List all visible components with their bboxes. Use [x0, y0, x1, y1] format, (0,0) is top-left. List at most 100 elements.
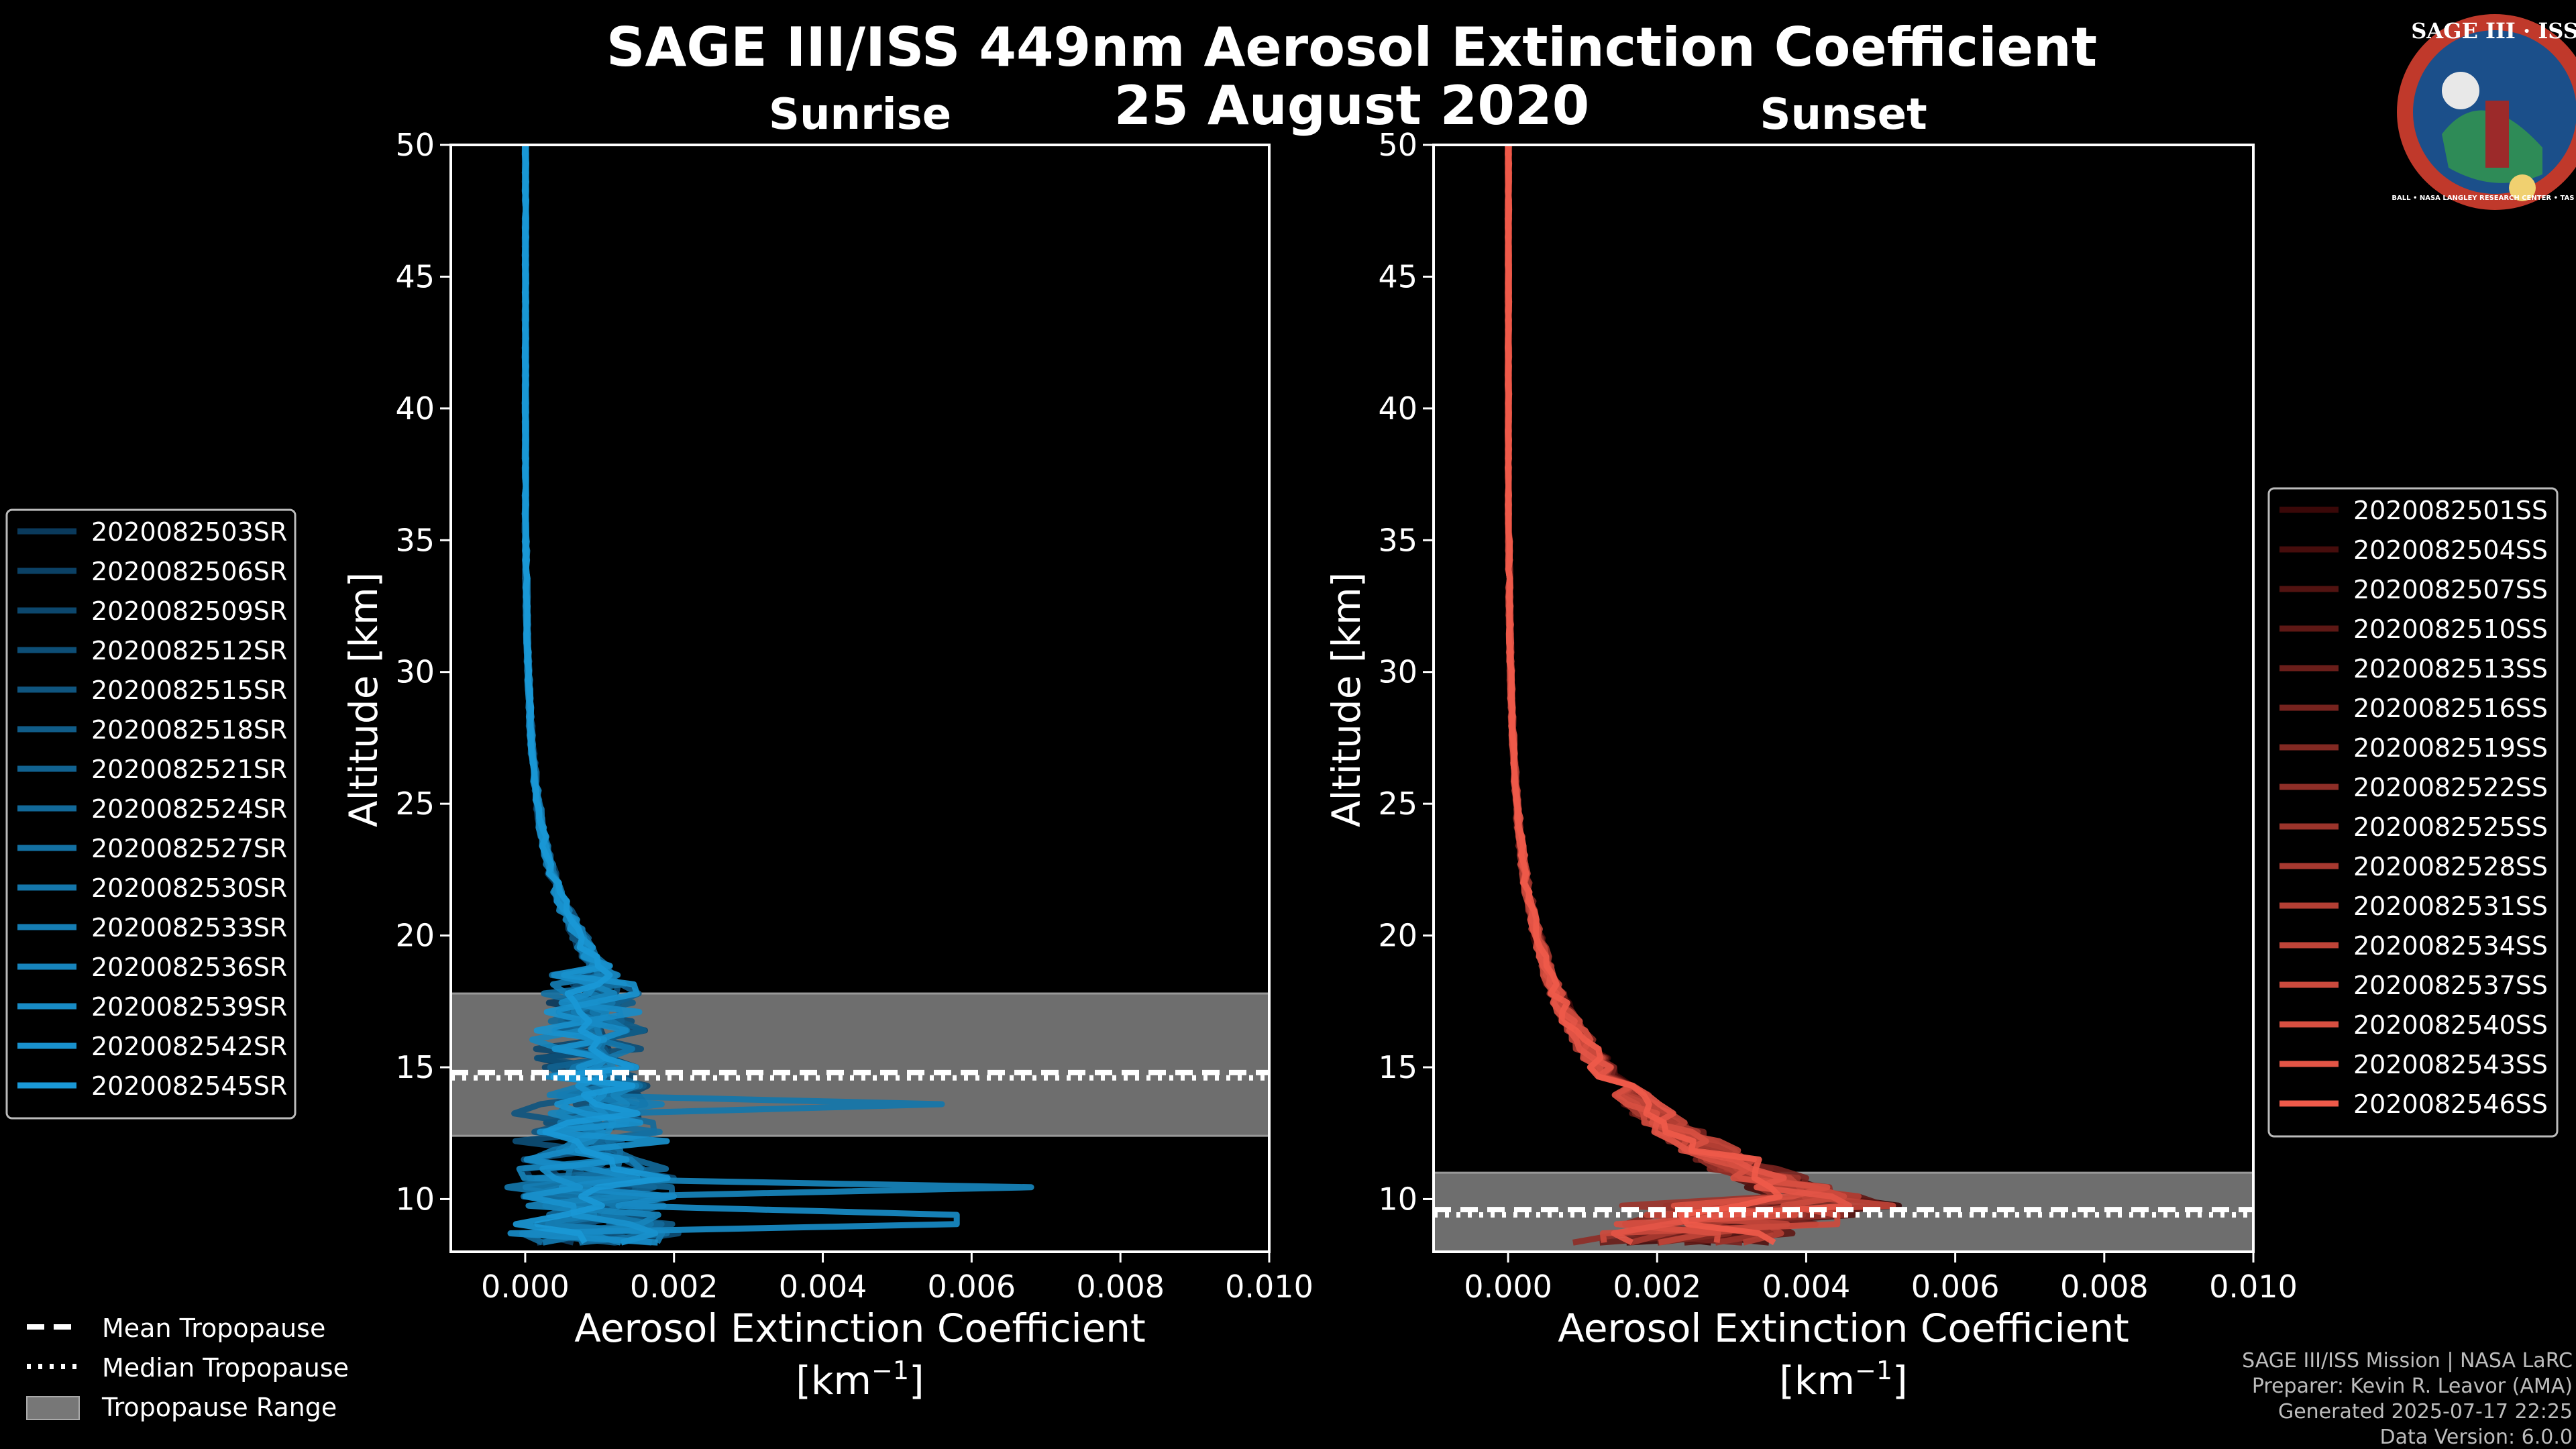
sunset-ytick-label: 40	[1378, 390, 1417, 427]
logo-moon	[2442, 72, 2479, 109]
sunset-ytick-label: 10	[1378, 1181, 1417, 1217]
sunrise-legend-box	[5, 508, 297, 1120]
legend-label-2020082530SR: 2020082530SR	[91, 873, 287, 903]
sunset-xtick-label: 0.010	[2209, 1269, 2298, 1305]
sunrise-xunit-base: [km	[796, 1358, 871, 1403]
tropopause-range-label: Tropopause Range	[101, 1393, 337, 1422]
sunset-ytick-label: 45	[1378, 258, 1417, 294]
legend-label-2020082545SR: 2020082545SR	[91, 1071, 287, 1101]
sunrise-ytick-label: 35	[395, 522, 435, 558]
sunset-plot-area	[1434, 145, 2253, 1252]
legend-label-2020082501SS: 2020082501SS	[2353, 496, 2548, 525]
legend-label-2020082516SS: 2020082516SS	[2353, 694, 2548, 723]
sunset-xtick-label: 0.004	[1762, 1269, 1851, 1305]
sunset-subtitle: Sunset	[1760, 90, 1927, 140]
sunrise-xtick-label: 0.000	[481, 1269, 570, 1305]
logo-ring-text: BALL • NASA LANGLEY RESEARCH CENTER • TA…	[2392, 195, 2576, 202]
sunset-xunit-close: ]	[1892, 1358, 1908, 1403]
sunset-panel: Sunset 0.000 0.002 0.004 0.006 0.008 0.010 10 15…	[1324, 90, 2559, 1403]
sunrise-ylabel: Altitude [km]	[341, 572, 386, 827]
legend-label-2020082510SS: 2020082510SS	[2353, 614, 2548, 644]
credit-line-3: Generated 2025-07-17 22:25	[2278, 1400, 2573, 1424]
legend-label-2020082540SS: 2020082540SS	[2353, 1010, 2548, 1040]
legend-label-2020082524SR: 2020082524SR	[91, 794, 287, 824]
sunrise-subtitle: Sunrise	[769, 90, 951, 140]
sunrise-ytick-label: 45	[395, 258, 435, 294]
figure-title: SAGE III/ISS 449nm Aerosol Extinction Co…	[606, 16, 2097, 78]
legend-label-2020082513SS: 2020082513SS	[2353, 654, 2548, 684]
credit-line-2: Preparer: Kevin R. Leavor (AMA)	[2252, 1375, 2573, 1398]
legend-label-2020082509SR: 2020082509SR	[91, 596, 287, 626]
sage-logo: SAGE III · ISS BALL • NASA LANGLEY RESEA…	[2392, 14, 2576, 210]
tropopause-legend: Mean Tropopause Median Tropopause Tropop…	[26, 1313, 349, 1422]
sunrise-xtick-label: 0.008	[1076, 1269, 1165, 1305]
sunset-ytick-label: 25	[1378, 786, 1417, 822]
legend-label-2020082531SS: 2020082531SS	[2353, 892, 2548, 921]
sunrise-ytick-label: 40	[395, 390, 435, 427]
sunset-ytick-label: 20	[1378, 918, 1417, 954]
legend-label-2020082543SS: 2020082543SS	[2353, 1050, 2548, 1079]
sunrise-xtick-label: 0.002	[630, 1269, 718, 1305]
tropopause-range-swatch	[26, 1396, 80, 1420]
legend-label-2020082521SR: 2020082521SR	[91, 755, 287, 784]
sunset-xunit-exp: −1	[1855, 1356, 1892, 1385]
legend-label-2020082503SR: 2020082503SR	[91, 517, 287, 547]
figure-date: 25 August 2020	[1114, 74, 1590, 137]
legend-label-2020082527SR: 2020082527SR	[91, 834, 287, 863]
profile-line-2020082545SR	[513, 145, 671, 1244]
legend-label-2020082539SR: 2020082539SR	[91, 992, 287, 1022]
sunset-ylabel: Altitude [km]	[1324, 572, 1369, 827]
sunset-xlabel: Aerosol Extinction Coefficient	[1558, 1305, 2129, 1351]
sunset-xtick-label: 0.008	[2060, 1269, 2149, 1305]
legend-label-2020082522SS: 2020082522SS	[2353, 773, 2548, 802]
legend-label-2020082507SS: 2020082507SS	[2353, 575, 2548, 604]
sunset-xtick-label: 0.006	[1911, 1269, 2000, 1305]
median-tropopause-label: Median Tropopause	[102, 1353, 349, 1383]
sunset-xtick-label: 0.002	[1613, 1269, 1701, 1305]
legend-label-2020082528SS: 2020082528SS	[2353, 852, 2548, 881]
sunset-xunit-base: [km	[1779, 1358, 1855, 1403]
sunrise-ytick-label: 30	[395, 654, 435, 690]
sunrise-ytick-label: 15	[395, 1049, 435, 1085]
mean-tropopause-label: Mean Tropopause	[102, 1313, 325, 1343]
sunrise-panel: Sunrise 0.000 0.002 0.004 0.006 0.008 0.010 10 1…	[5, 90, 1313, 1403]
sunrise-xtick-label: 0.004	[779, 1269, 867, 1305]
legend-label-2020082546SS: 2020082546SS	[2353, 1089, 2548, 1119]
sunset-ytick-label: 35	[1378, 522, 1417, 558]
logo-title: SAGE III · ISS	[2411, 18, 2576, 44]
logo-figure	[2485, 101, 2509, 168]
sunrise-xtick-label: 0.006	[928, 1269, 1016, 1305]
sunrise-xunit-exp: −1	[871, 1356, 909, 1385]
sunset-legend: 2020082501SS 2020082504SS 2020082507SS 2020…	[2267, 487, 2559, 1138]
legend-label-2020082534SS: 2020082534SS	[2353, 931, 2548, 961]
legend-label-2020082515SR: 2020082515SR	[91, 676, 287, 705]
sunrise-plot-area	[451, 145, 1269, 1246]
legend-label-2020082542SR: 2020082542SR	[91, 1032, 287, 1061]
legend-label-2020082537SS: 2020082537SS	[2353, 971, 2548, 1000]
sunset-plot-frame	[1432, 144, 2255, 1253]
sunrise-ytick-label: 50	[395, 127, 435, 163]
sunrise-xtick-label: 0.010	[1225, 1269, 1313, 1305]
sunset-ytick-label: 30	[1378, 654, 1417, 690]
logo-sun	[2509, 174, 2536, 201]
sunset-xunit: [km−1]	[1779, 1356, 1907, 1403]
sunset-ytick-label: 15	[1378, 1049, 1417, 1085]
legend-label-2020082536SR: 2020082536SR	[91, 953, 287, 982]
sunrise-ytick-label: 25	[395, 786, 435, 822]
legend-label-2020082512SR: 2020082512SR	[91, 636, 287, 665]
sunset-legend-box	[2267, 487, 2559, 1138]
sunrise-ytick-label: 10	[395, 1181, 435, 1217]
legend-label-2020082519SS: 2020082519SS	[2353, 733, 2548, 763]
sunrise-legend: 2020082503SR 2020082506SR 2020082509SR 2020…	[5, 508, 297, 1120]
credit-line-4: Data Version: 6.0.0	[2380, 1426, 2573, 1449]
sunset-xtick-label: 0.000	[1464, 1269, 1552, 1305]
legend-label-2020082533SR: 2020082533SR	[91, 913, 287, 943]
legend-label-2020082518SR: 2020082518SR	[91, 715, 287, 745]
legend-label-2020082506SR: 2020082506SR	[91, 557, 287, 586]
sunrise-xlabel: Aerosol Extinction Coefficient	[574, 1305, 1146, 1351]
profile-line-2020082546SS	[1505, 145, 1783, 1246]
legend-label-2020082504SS: 2020082504SS	[2353, 535, 2548, 565]
legend-label-2020082525SS: 2020082525SS	[2353, 812, 2548, 842]
credit-line-1: SAGE III/ISS Mission | NASA LaRC	[2242, 1349, 2573, 1373]
